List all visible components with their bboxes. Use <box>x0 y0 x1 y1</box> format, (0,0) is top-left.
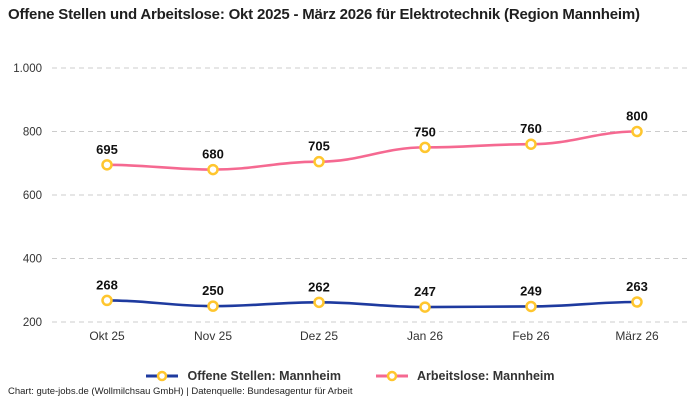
data-point-label: 705 <box>308 139 330 154</box>
data-point-marker <box>631 125 643 138</box>
data-point-label: 247 <box>414 284 436 299</box>
data-point-marker <box>207 300 219 312</box>
x-axis-tick-label: Nov 25 <box>194 329 232 343</box>
data-point-label: 262 <box>308 279 330 294</box>
data-point-marker <box>101 294 113 307</box>
y-axis-tick-label: 1.000 <box>13 63 42 75</box>
data-point-label: 263 <box>626 279 648 294</box>
data-point-marker <box>313 296 325 309</box>
chart-legend: Offene Stellen: Mannheim Arbeitslose: Ma… <box>0 369 700 383</box>
x-axis-tick-label: Jan 26 <box>407 329 443 343</box>
data-point-marker <box>419 141 431 154</box>
chart-title: Offene Stellen und Arbeitslose: Okt 2025… <box>8 6 640 23</box>
data-point-marker <box>207 163 219 176</box>
legend-line-marker-icon <box>375 370 408 382</box>
x-axis-tick-label: März 26 <box>615 329 659 343</box>
data-point-label: 760 <box>520 121 542 136</box>
series-line <box>106 130 638 171</box>
y-axis-tick-label: 200 <box>23 317 42 329</box>
data-point-marker <box>525 300 537 313</box>
data-point-label: 695 <box>96 142 118 157</box>
legend-item-offene-stellen[interactable]: Offene Stellen: Mannheim <box>145 369 341 383</box>
y-axis-tick-label: 800 <box>23 127 42 139</box>
line-chart-plot-area: 200 400 600 800 1.000 Okt 25 Nov 25 Dez 25 Jan 2… <box>13 63 688 343</box>
data-point-label: 249 <box>520 283 542 298</box>
series-line <box>106 299 638 309</box>
data-point-marker <box>313 155 325 168</box>
legend-label-offene-stellen: Offene Stellen: Mannheim <box>187 369 341 383</box>
data-point-marker <box>525 138 537 150</box>
x-axis-tick-label: Okt 25 <box>89 329 125 343</box>
data-point-label: 268 <box>96 277 118 292</box>
data-point-marker <box>419 301 431 313</box>
legend-label-arbeitslose: Arbeitslose: Mannheim <box>416 369 555 383</box>
y-axis-tick-label: 600 <box>23 190 42 202</box>
data-point-label: 750 <box>414 124 436 139</box>
legend-item-arbeitslose[interactable]: Arbeitslose: Mannheim <box>375 369 555 383</box>
x-axis-tick-label: Dez 25 <box>300 329 338 343</box>
data-point-label: 250 <box>202 283 224 298</box>
legend-line-marker-icon <box>146 370 179 382</box>
data-point-label: 800 <box>626 109 648 124</box>
data-point-label: 680 <box>202 147 224 162</box>
footer-credit: Chart: gute-jobs.de (Wollmilchsau GmbH) … <box>8 386 353 397</box>
x-axis-tick-label: Feb 26 <box>512 329 550 343</box>
data-point-marker <box>631 296 643 308</box>
data-point-marker <box>101 159 113 171</box>
y-axis-tick-label: 400 <box>23 254 42 266</box>
